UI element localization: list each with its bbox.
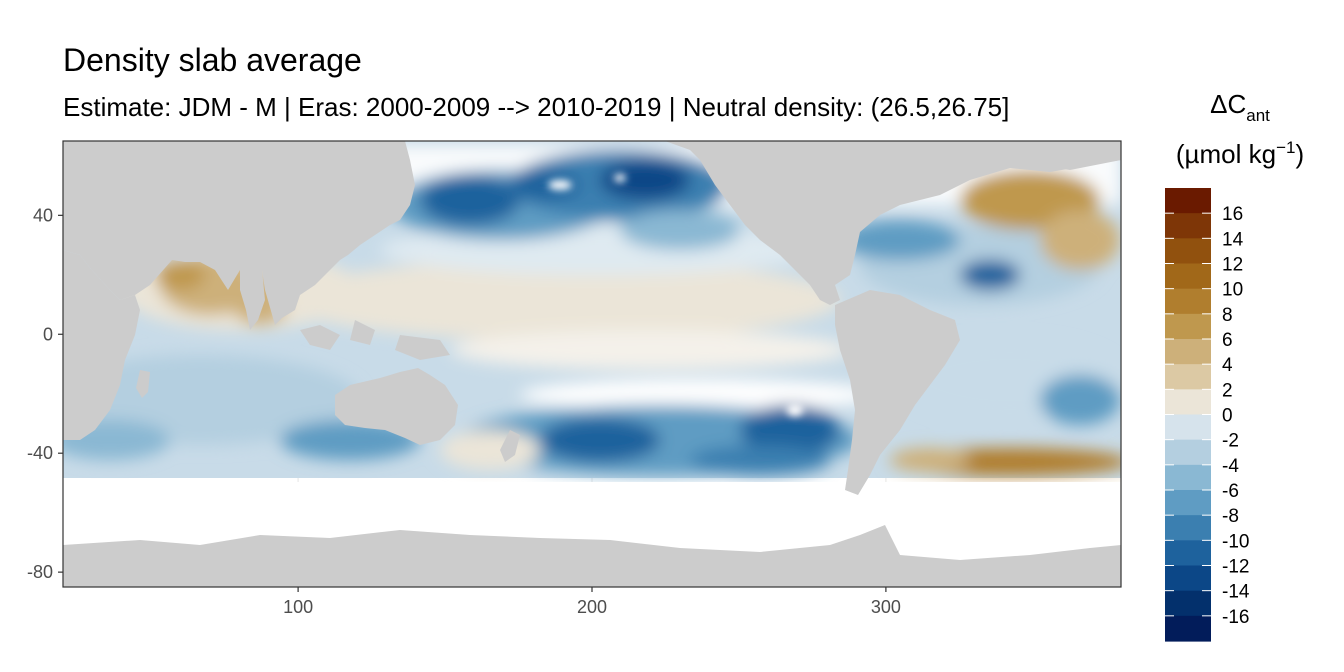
legend-break-label: -10 xyxy=(1222,531,1249,552)
land-india xyxy=(240,270,265,330)
legend-color-band xyxy=(1165,389,1211,416)
legend-break-label: -6 xyxy=(1222,481,1239,502)
y-tick-label: 40 xyxy=(33,205,53,225)
legend-color-band xyxy=(1165,364,1211,390)
missing-data-spots xyxy=(548,174,803,416)
legend-break-label: 16 xyxy=(1222,204,1243,225)
land-antarctica xyxy=(63,525,1121,587)
legend-break-label: -8 xyxy=(1222,506,1239,527)
land xyxy=(63,141,1121,587)
legend-color-band xyxy=(1165,238,1211,265)
legend-color-band xyxy=(1165,540,1211,567)
legend-break-label: 4 xyxy=(1222,355,1233,376)
legend-color-band xyxy=(1165,188,1211,214)
x-tick-label: 300 xyxy=(871,597,901,617)
land-africa xyxy=(63,250,140,440)
y-tick-label: -40 xyxy=(27,443,53,463)
legend-break-label: 14 xyxy=(1222,229,1244,250)
legend-break-label: -12 xyxy=(1222,557,1249,578)
legend-break-label: -4 xyxy=(1222,456,1239,477)
legend-color-band xyxy=(1165,490,1211,516)
land-madagascar xyxy=(136,370,150,398)
legend-break-label: 12 xyxy=(1222,255,1243,276)
land-eurasia xyxy=(63,141,415,325)
legend-color-band xyxy=(1165,439,1211,466)
x-tick-label: 200 xyxy=(577,597,607,617)
legend-break-label: -14 xyxy=(1222,582,1250,603)
land-sea-islands xyxy=(300,320,450,360)
land-australia xyxy=(335,368,458,445)
legend-color-band xyxy=(1165,288,1211,315)
legend-color-band xyxy=(1165,565,1211,592)
chart-title: Density slab average xyxy=(63,42,362,78)
legend-color-band xyxy=(1165,615,1211,642)
x-tick-label: 100 xyxy=(283,597,313,617)
legend-break-label: 6 xyxy=(1222,330,1233,351)
legend-color-band xyxy=(1165,213,1211,239)
legend-color-band xyxy=(1165,263,1211,290)
legend-color-band xyxy=(1165,590,1211,617)
legend-break-label: 10 xyxy=(1222,280,1243,301)
legend-color-band xyxy=(1165,339,1211,365)
legend-title-line1: ΔCant xyxy=(1210,89,1270,125)
legend-color-band xyxy=(1165,313,1211,340)
land-new-zealand xyxy=(500,430,520,462)
legend: ΔCant (µmol kg−1) 16 14 12 10 8 6 4 2 0 -2 -4 -6 -8 -10… xyxy=(1165,89,1304,642)
legend-break-label: -2 xyxy=(1222,431,1239,452)
chart-subtitle: Estimate: JDM - M | Eras: 2000-2009 --> … xyxy=(63,92,1010,122)
legend-break-label: 2 xyxy=(1222,380,1233,401)
legend-color-band xyxy=(1165,515,1211,541)
legend-color-band xyxy=(1165,414,1211,441)
legend-break-label: 0 xyxy=(1222,406,1233,427)
y-tick-label: -80 xyxy=(27,562,53,582)
legend-break-label: -16 xyxy=(1222,607,1249,628)
legend-break-label: 8 xyxy=(1222,305,1233,326)
southern-ocean-band xyxy=(63,482,1121,542)
land-north-america xyxy=(665,141,1121,290)
land-south-america xyxy=(835,290,960,495)
legend-color-band xyxy=(1165,464,1211,491)
legend-title-line2: (µmol kg−1) xyxy=(1176,138,1304,169)
land-central-america xyxy=(810,285,840,305)
y-tick-label: 0 xyxy=(43,324,53,344)
land-greenland xyxy=(1000,141,1121,170)
